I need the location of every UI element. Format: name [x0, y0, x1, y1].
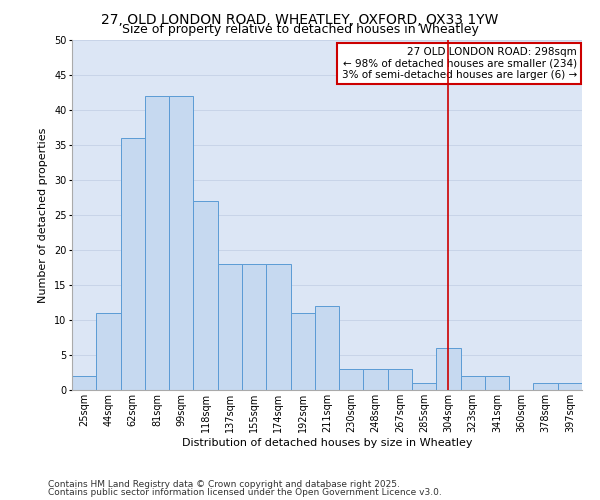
- Bar: [388, 369, 412, 390]
- Bar: [558, 383, 582, 390]
- Text: 27 OLD LONDON ROAD: 298sqm
← 98% of detached houses are smaller (234)
3% of semi: 27 OLD LONDON ROAD: 298sqm ← 98% of deta…: [341, 47, 577, 80]
- Bar: [290, 313, 315, 390]
- Bar: [145, 96, 169, 390]
- Bar: [72, 376, 96, 390]
- Bar: [96, 313, 121, 390]
- Bar: [218, 264, 242, 390]
- Text: Contains HM Land Registry data © Crown copyright and database right 2025.: Contains HM Land Registry data © Crown c…: [48, 480, 400, 489]
- Bar: [121, 138, 145, 390]
- Bar: [339, 369, 364, 390]
- Bar: [315, 306, 339, 390]
- Bar: [193, 201, 218, 390]
- Bar: [364, 369, 388, 390]
- X-axis label: Distribution of detached houses by size in Wheatley: Distribution of detached houses by size …: [182, 438, 472, 448]
- Bar: [533, 383, 558, 390]
- Bar: [436, 348, 461, 390]
- Text: Contains public sector information licensed under the Open Government Licence v3: Contains public sector information licen…: [48, 488, 442, 497]
- Text: 27, OLD LONDON ROAD, WHEATLEY, OXFORD, OX33 1YW: 27, OLD LONDON ROAD, WHEATLEY, OXFORD, O…: [101, 12, 499, 26]
- Bar: [242, 264, 266, 390]
- Bar: [461, 376, 485, 390]
- Bar: [169, 96, 193, 390]
- Bar: [412, 383, 436, 390]
- Text: Size of property relative to detached houses in Wheatley: Size of property relative to detached ho…: [122, 22, 478, 36]
- Bar: [485, 376, 509, 390]
- Y-axis label: Number of detached properties: Number of detached properties: [38, 128, 49, 302]
- Bar: [266, 264, 290, 390]
